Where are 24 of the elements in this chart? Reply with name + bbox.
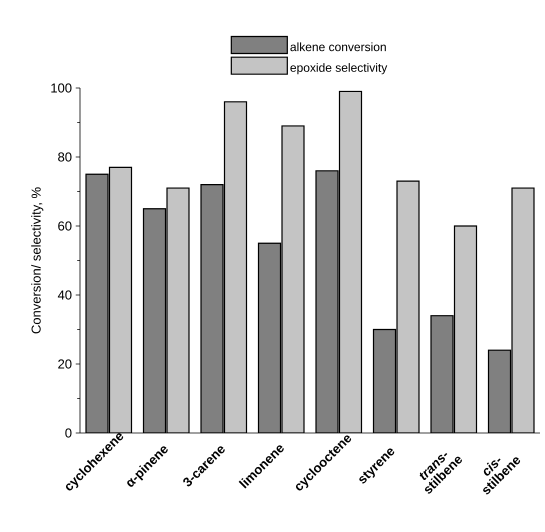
bar xyxy=(315,170,339,433)
legend-label: epoxide selectivity xyxy=(290,63,388,74)
y-tick-label: 40 xyxy=(58,290,72,300)
bar xyxy=(396,180,420,433)
y-axis-title: Conversion/ selectivity, % xyxy=(31,187,44,334)
bar xyxy=(372,328,396,433)
bar xyxy=(454,225,478,433)
bar xyxy=(511,187,535,433)
legend-label: alkene conversion xyxy=(290,42,386,52)
bar xyxy=(85,174,109,433)
y-tick-label: 60 xyxy=(58,221,72,231)
bar xyxy=(142,208,166,433)
bar xyxy=(224,101,248,433)
bar xyxy=(200,184,224,433)
y-tick-label: 20 xyxy=(58,359,72,369)
y-tick-label: 100 xyxy=(51,83,72,93)
bar xyxy=(108,166,132,433)
bar xyxy=(166,187,190,433)
bar xyxy=(258,242,282,433)
bar xyxy=(338,90,362,433)
y-tick-label: 80 xyxy=(58,152,72,162)
bar xyxy=(281,125,305,433)
bar xyxy=(488,350,512,433)
bar xyxy=(430,315,454,433)
